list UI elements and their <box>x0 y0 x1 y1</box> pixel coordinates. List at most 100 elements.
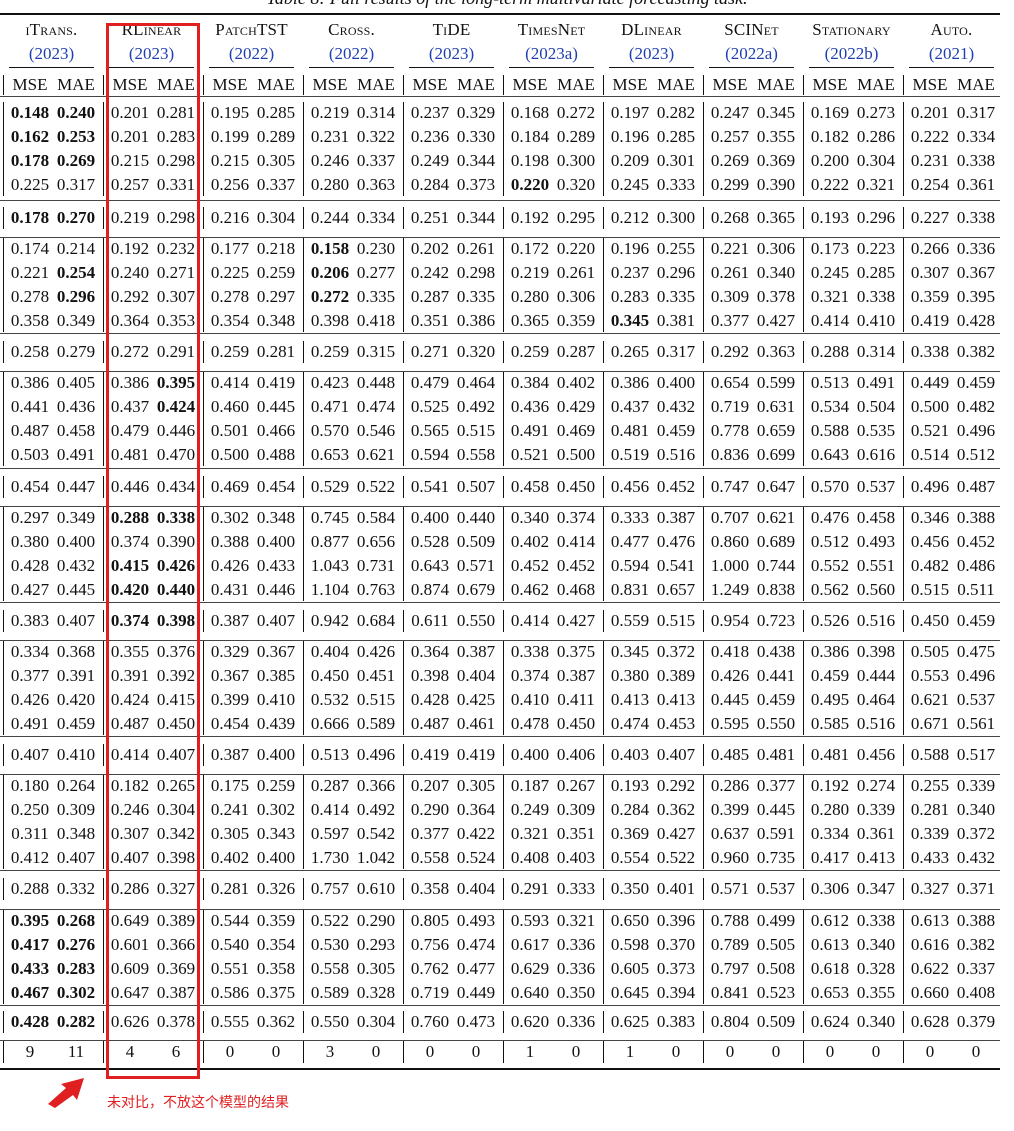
table-cell: 0.261 <box>456 239 496 258</box>
row-separator <box>0 870 1000 871</box>
table-cell: 0.459 <box>56 714 96 733</box>
table-cell: 0.763 <box>356 580 396 599</box>
column-separator <box>703 75 704 95</box>
table-cell: 0.459 <box>956 373 996 392</box>
table-cell: 0.358 <box>256 959 296 978</box>
column-separator <box>3 641 4 735</box>
table-cell: 0.377 <box>710 311 750 330</box>
table-cell: 0.449 <box>910 373 950 392</box>
group-underline <box>609 67 694 68</box>
table-cell: 0.509 <box>756 1012 796 1031</box>
column-separator <box>203 476 204 498</box>
table-cell: 0.804 <box>710 1012 750 1031</box>
table-cell: 0.419 <box>456 745 496 764</box>
table-row: 0.334 0.368 0.355 0.376 0.329 0.367 0.404 0.426… <box>0 640 1000 664</box>
table-cell: 0.362 <box>656 800 696 819</box>
column-separator <box>803 775 804 869</box>
table-cell: 0.359 <box>256 911 296 930</box>
model-header-2: PatchTST (2022) <box>203 18 300 66</box>
column-separator <box>203 372 204 466</box>
annotation-note: 未对比，不放这个模型的结果 <box>107 1095 289 1111</box>
table-cell: 0.414 <box>210 373 250 392</box>
table-cell: 0.383 <box>656 1012 696 1031</box>
table-cell: 0.525 <box>410 397 450 416</box>
table-cell: 0.400 <box>510 745 550 764</box>
table-cell: 0.444 <box>856 666 896 685</box>
column-separator <box>903 507 904 601</box>
table-cell: 0.519 <box>610 445 650 464</box>
table-cell: 0.230 <box>356 239 396 258</box>
table-cell: 0.255 <box>910 776 950 795</box>
table-cell: 0.298 <box>456 263 496 282</box>
table-cell: 0.174 <box>10 239 50 258</box>
table-cell: 0.339 <box>910 824 950 843</box>
column-separator <box>103 372 104 466</box>
table-cell: 0.306 <box>756 239 796 258</box>
table-cell: 0.196 <box>610 127 650 146</box>
column-separator <box>903 910 904 1004</box>
table-cell: 0.396 <box>656 911 696 930</box>
table-cell: 0.328 <box>356 983 396 1002</box>
column-separator <box>3 878 4 900</box>
table-cell: 0.481 <box>810 745 850 764</box>
table-cell: 0.178 <box>10 151 50 170</box>
table-cell: 0.426 <box>356 642 396 661</box>
table-cell: 0.647 <box>756 477 796 496</box>
table-cell: 0.295 <box>556 208 596 227</box>
column-separator <box>303 1011 304 1033</box>
table-cell: 0.338 <box>156 508 196 527</box>
column-separator <box>403 507 404 601</box>
metric-label: MAE <box>157 75 195 94</box>
table-cell: 0.339 <box>856 800 896 819</box>
table-cell: 0.340 <box>510 508 550 527</box>
table-row: 0.467 0.302 0.647 0.387 0.586 0.375 0.589 0.328… <box>0 981 1000 1005</box>
table-row: 0.258 0.279 0.272 0.291 0.259 0.281 0.259 0.315… <box>0 340 1000 364</box>
table-row: 0.178 0.270 0.219 0.298 0.216 0.304 0.244 0.334… <box>0 206 1000 230</box>
table-cell: 0.560 <box>856 580 896 599</box>
table-cell: 0.367 <box>256 642 296 661</box>
column-separator <box>803 372 804 466</box>
table-cell: 0 <box>825 1042 835 1061</box>
table-cell: 0.241 <box>210 800 250 819</box>
table-cell: 0.394 <box>656 983 696 1002</box>
table-cell: 0.437 <box>110 397 150 416</box>
table-cell: 0.441 <box>10 397 50 416</box>
table-cell: 0.201 <box>110 127 150 146</box>
table-cell: 4 <box>125 1042 135 1061</box>
table-cell: 0.334 <box>356 208 396 227</box>
table-cell: 0.731 <box>356 556 396 575</box>
table-cell: 0.666 <box>310 714 350 733</box>
bottom-rule <box>0 1068 1000 1070</box>
table-cell: 0.526 <box>810 611 850 630</box>
column-separator <box>503 341 504 363</box>
group-underline <box>809 67 894 68</box>
table-cell: 0.507 <box>456 477 496 496</box>
table-cell: 0.268 <box>56 911 96 930</box>
table-cell: 0.788 <box>710 911 750 930</box>
table-cell: 0.589 <box>310 983 350 1002</box>
table-cell: 0.439 <box>256 714 296 733</box>
column-separator <box>503 507 504 601</box>
table-cell: 0.266 <box>910 239 950 258</box>
table-cell: 0.413 <box>656 690 696 709</box>
table-cell: 0.196 <box>610 239 650 258</box>
table-cell: 0.540 <box>210 935 250 954</box>
table-cell: 0.335 <box>656 287 696 306</box>
table-cell: 6 <box>171 1042 181 1061</box>
group-underline <box>709 67 794 68</box>
table-row: 0.386 0.405 0.386 0.395 0.414 0.419 0.423 0.448… <box>0 371 1000 395</box>
table-cell: 1.249 <box>710 580 750 599</box>
table-cell: 0.221 <box>710 239 750 258</box>
table-cell: 0.456 <box>910 532 950 551</box>
table-cell: 0.371 <box>956 879 996 898</box>
table-cell: 0.470 <box>156 445 196 464</box>
table-cell: 0.302 <box>56 983 96 1002</box>
table-cell: 0.354 <box>256 935 296 954</box>
table-cell: 0.148 <box>10 103 50 122</box>
table-cell: 0.281 <box>910 800 950 819</box>
table-cell: 0.410 <box>856 311 896 330</box>
row-separator <box>0 371 1000 372</box>
table-cell: 0.571 <box>710 879 750 898</box>
table-cell: 0.322 <box>356 127 396 146</box>
table-row: 0.178 0.269 0.215 0.298 0.215 0.305 0.246 0.337… <box>0 149 1000 173</box>
